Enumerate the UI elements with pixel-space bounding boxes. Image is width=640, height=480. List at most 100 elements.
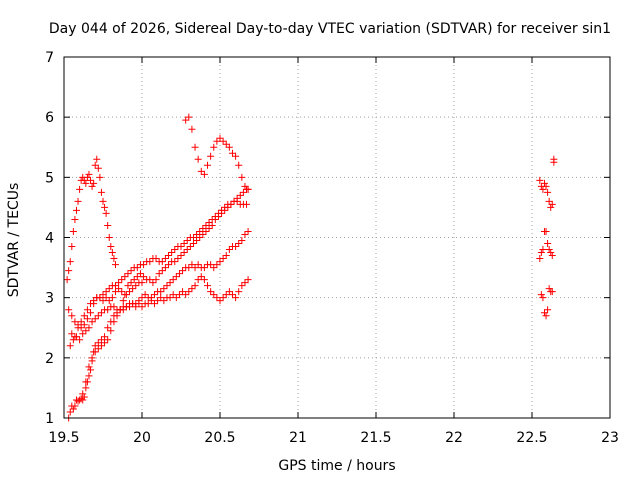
data-point: [536, 255, 544, 263]
data-point: [545, 246, 553, 254]
data-point: [88, 354, 96, 362]
data-point: [188, 125, 196, 133]
data-point: [540, 179, 548, 187]
data-point: [222, 252, 230, 260]
data-point: [90, 179, 98, 187]
data-point: [133, 264, 141, 272]
data-point: [200, 170, 208, 178]
data-point: [90, 297, 98, 305]
data-point: [163, 282, 171, 290]
data-point: [158, 267, 166, 275]
data-point: [101, 339, 109, 347]
data-point: [71, 402, 79, 410]
data-point: [82, 378, 90, 386]
data-point: [126, 288, 134, 296]
data-point: [548, 288, 556, 296]
data-point: [179, 288, 187, 296]
data-point: [94, 164, 102, 172]
data-point: [83, 173, 91, 181]
data-point: [124, 270, 132, 278]
data-point: [83, 306, 91, 314]
data-point: [238, 173, 246, 181]
data-point: [154, 297, 162, 305]
data-point: [87, 176, 95, 184]
data-point: [88, 182, 96, 190]
x-tick-label: 21.5: [360, 430, 391, 446]
data-point: [172, 273, 180, 281]
y-tick-label: 7: [45, 50, 54, 66]
y-axis-label: SDTVAR / TECUs: [6, 183, 22, 298]
data-point: [228, 291, 236, 299]
data-point: [88, 318, 96, 326]
data-point: [219, 137, 227, 145]
data-point: [104, 306, 112, 314]
data-point: [194, 155, 202, 163]
data-point: [536, 176, 544, 184]
data-point: [118, 276, 126, 284]
data-point: [545, 285, 553, 293]
data-point: [548, 200, 556, 208]
data-point: [180, 240, 188, 248]
data-point: [87, 366, 95, 374]
data-point: [132, 303, 140, 311]
data-point: [544, 188, 552, 196]
series-track-a: [63, 155, 119, 284]
data-point: [539, 294, 547, 302]
data-point: [197, 167, 205, 175]
data-point: [188, 261, 196, 269]
data-point: [101, 203, 109, 211]
data-point: [116, 306, 124, 314]
data-point: [152, 276, 160, 284]
data-point: [180, 249, 188, 257]
data-point: [204, 282, 212, 290]
data-point: [219, 294, 227, 302]
data-point: [101, 333, 109, 341]
data-point: [194, 276, 202, 284]
series-track-h: [536, 155, 558, 320]
data-point: [80, 312, 88, 320]
data-point: [166, 279, 174, 287]
data-point: [79, 396, 87, 404]
data-point: [537, 249, 545, 257]
data-point: [174, 255, 182, 263]
data-point: [161, 255, 169, 263]
data-point: [171, 246, 179, 254]
grid-lines: [64, 57, 610, 418]
data-point: [102, 209, 110, 217]
data-point: [224, 203, 232, 211]
data-point: [121, 273, 129, 281]
data-point: [539, 246, 547, 254]
data-point: [169, 291, 177, 299]
data-point: [241, 279, 249, 287]
data-point: [158, 258, 166, 266]
data-point: [165, 261, 173, 269]
data-point: [149, 279, 157, 287]
data-point: [79, 390, 87, 398]
data-point: [216, 297, 224, 305]
data-point: [115, 279, 123, 287]
x-tick-label: 22: [445, 430, 463, 446]
data-point: [136, 270, 144, 278]
data-point: [542, 312, 550, 320]
data-point: [104, 336, 112, 344]
data-point: [111, 288, 119, 296]
y-tick-label: 2: [45, 351, 54, 367]
data-point: [96, 294, 104, 302]
data-point: [71, 215, 79, 223]
data-point: [122, 303, 130, 311]
data-point: [230, 197, 238, 205]
data-point: [157, 294, 165, 302]
data-point: [157, 288, 165, 296]
data-points: [63, 113, 558, 422]
data-point: [213, 261, 221, 269]
data-point: [537, 291, 545, 299]
data-point: [189, 234, 197, 241]
data-point: [118, 288, 126, 296]
data-point: [202, 227, 210, 235]
data-point: [542, 227, 550, 235]
data-point: [104, 324, 112, 332]
data-point: [133, 273, 141, 281]
data-point: [214, 212, 222, 220]
data-point: [196, 227, 204, 235]
data-point: [185, 264, 193, 272]
